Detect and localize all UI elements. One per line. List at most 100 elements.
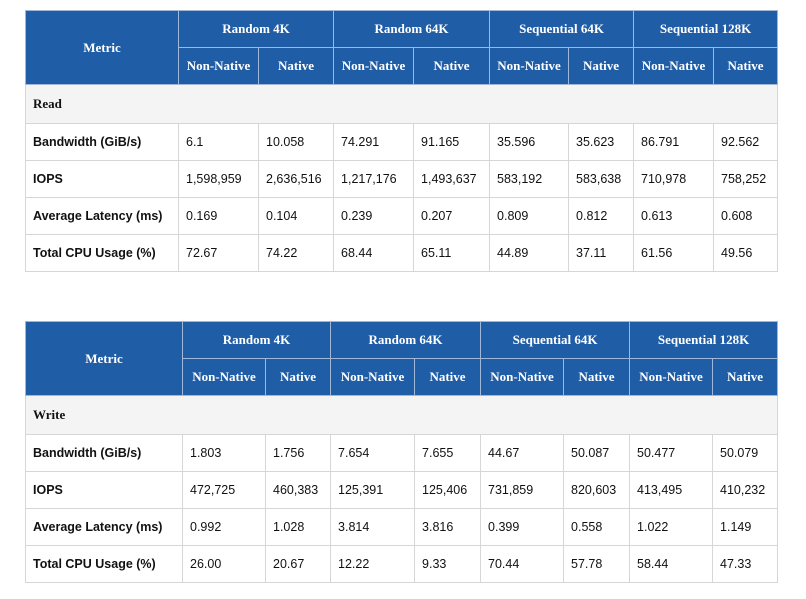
cell-value: 35.596 <box>489 123 570 161</box>
metric-label: Bandwidth (GiB/s) <box>25 434 183 472</box>
cell-value: 70.44 <box>480 545 565 583</box>
data-row: Bandwidth (GiB/s) 6.1 10.058 74.291 91.165 35… <box>25 123 779 161</box>
cell-value: 710,978 <box>633 160 715 198</box>
cell-value: 10.058 <box>257 123 335 161</box>
subheader: Non-Native <box>333 47 415 85</box>
cell-value: 44.89 <box>489 234 570 272</box>
cell-value: 37.11 <box>568 234 635 272</box>
subheader: Native <box>712 358 779 396</box>
cell-value: 413,495 <box>629 471 714 509</box>
cell-value: 7.655 <box>414 434 482 472</box>
metric-label: Bandwidth (GiB/s) <box>25 123 179 161</box>
group-header: Sequential 128K <box>629 321 779 359</box>
subheader: Native <box>257 47 335 85</box>
data-row: Average Latency (ms) 0.992 1.028 3.814 3.816… <box>25 508 779 546</box>
cell-value: 410,232 <box>712 471 779 509</box>
subheader: Native <box>568 47 635 85</box>
section-label: Read <box>24 84 779 124</box>
data-table: Metric Random 4K Random 64K Sequential 64K S… <box>24 321 779 583</box>
cell-value: 68.44 <box>333 234 415 272</box>
cell-value: 74.22 <box>257 234 335 272</box>
cell-value: 2,636,516 <box>257 160 335 198</box>
cell-value: 583,192 <box>489 160 570 198</box>
cell-value: 583,638 <box>568 160 635 198</box>
header-row: Metric Random 4K Random 64K Sequential 64K S… <box>25 10 779 85</box>
cell-value: 0.613 <box>633 197 715 235</box>
subheader: Non-Native <box>182 358 266 396</box>
metric-header: Metric <box>25 321 183 396</box>
cell-value: 91.165 <box>413 123 491 161</box>
group-header: Random 4K <box>181 321 332 359</box>
cell-value: 0.207 <box>413 197 491 235</box>
metric-label: Total CPU Usage (%) <box>25 545 183 583</box>
cell-value: 9.33 <box>414 545 482 583</box>
cell-value: 125,391 <box>330 471 416 509</box>
subheader: Non-Native <box>178 47 259 85</box>
cell-value: 49.56 <box>713 234 779 272</box>
cell-value: 1.022 <box>629 508 714 546</box>
section-row: Write <box>24 395 779 435</box>
group-header: Sequential 128K <box>633 10 779 48</box>
data-row: IOPS 1,598,959 2,636,516 1,217,176 1,493,637… <box>25 160 779 198</box>
cell-value: 44.67 <box>480 434 565 472</box>
data-row: Total CPU Usage (%) 26.00 20.67 12.22 9.33 70… <box>25 545 779 583</box>
subheader-row: Non-Native Native Non-Native Native Non-Nati… <box>26 47 779 85</box>
cell-value: 0.809 <box>489 197 570 235</box>
section-row: Read <box>24 84 779 124</box>
metric-label: Total CPU Usage (%) <box>25 234 179 272</box>
cell-value: 6.1 <box>178 123 259 161</box>
metric-header: Metric <box>25 10 179 85</box>
data-row: IOPS 472,725 460,383 125,391 125,406 731,859 8… <box>25 471 779 509</box>
cell-value: 820,603 <box>563 471 631 509</box>
group-header: Random 4K <box>177 10 335 48</box>
subheader: Non-Native <box>633 47 715 85</box>
cell-value: 92.562 <box>713 123 779 161</box>
cell-value: 47.33 <box>712 545 779 583</box>
cell-value: 86.791 <box>633 123 715 161</box>
subheader: Native <box>413 47 491 85</box>
subheader: Native <box>563 358 631 396</box>
cell-value: 74.291 <box>333 123 415 161</box>
metric-label: IOPS <box>25 160 179 198</box>
header-row: Metric Random 4K Random 64K Sequential 64K S… <box>25 321 779 396</box>
cell-value: 1.756 <box>264 434 332 472</box>
cell-value: 0.169 <box>178 197 259 235</box>
cell-value: 1.149 <box>712 508 779 546</box>
cell-value: 0.558 <box>563 508 631 546</box>
cell-value: 50.087 <box>563 434 631 472</box>
cell-value: 50.477 <box>629 434 714 472</box>
cell-value: 50.079 <box>712 434 779 472</box>
cell-value: 58.44 <box>629 545 714 583</box>
subheader: Non-Native <box>480 358 565 396</box>
data-row: Average Latency (ms) 0.169 0.104 0.239 0.207… <box>25 197 779 235</box>
group-header: Sequential 64K <box>489 10 635 48</box>
data-row: Bandwidth (GiB/s) 1.803 1.756 7.654 7.655 44.… <box>25 434 779 472</box>
cell-value: 65.11 <box>413 234 491 272</box>
cell-value: 0.239 <box>333 197 415 235</box>
cell-value: 1.028 <box>264 508 332 546</box>
metric-label: Average Latency (ms) <box>25 508 183 546</box>
cell-value: 3.814 <box>330 508 416 546</box>
section-label: Write <box>24 395 779 435</box>
group-header: Random 64K <box>333 10 491 48</box>
subheader: Non-Native <box>629 358 714 396</box>
group-header: Sequential 64K <box>480 321 631 359</box>
data-table: Metric Random 4K Random 64K Sequential 64K S… <box>24 10 779 272</box>
cell-value: 758,252 <box>713 160 779 198</box>
cell-value: 1.803 <box>182 434 266 472</box>
cell-value: 0.399 <box>480 508 565 546</box>
cell-value: 472,725 <box>182 471 266 509</box>
cell-value: 0.812 <box>568 197 635 235</box>
cell-value: 460,383 <box>264 471 332 509</box>
cell-value: 125,406 <box>414 471 482 509</box>
cell-value: 7.654 <box>330 434 416 472</box>
subheader: Non-Native <box>489 47 570 85</box>
metric-label: IOPS <box>25 471 183 509</box>
cell-value: 35.623 <box>568 123 635 161</box>
cell-value: 0.608 <box>713 197 779 235</box>
cell-value: 12.22 <box>330 545 416 583</box>
cell-value: 3.816 <box>414 508 482 546</box>
cell-value: 1,493,637 <box>413 160 491 198</box>
cell-value: 1,217,176 <box>333 160 415 198</box>
